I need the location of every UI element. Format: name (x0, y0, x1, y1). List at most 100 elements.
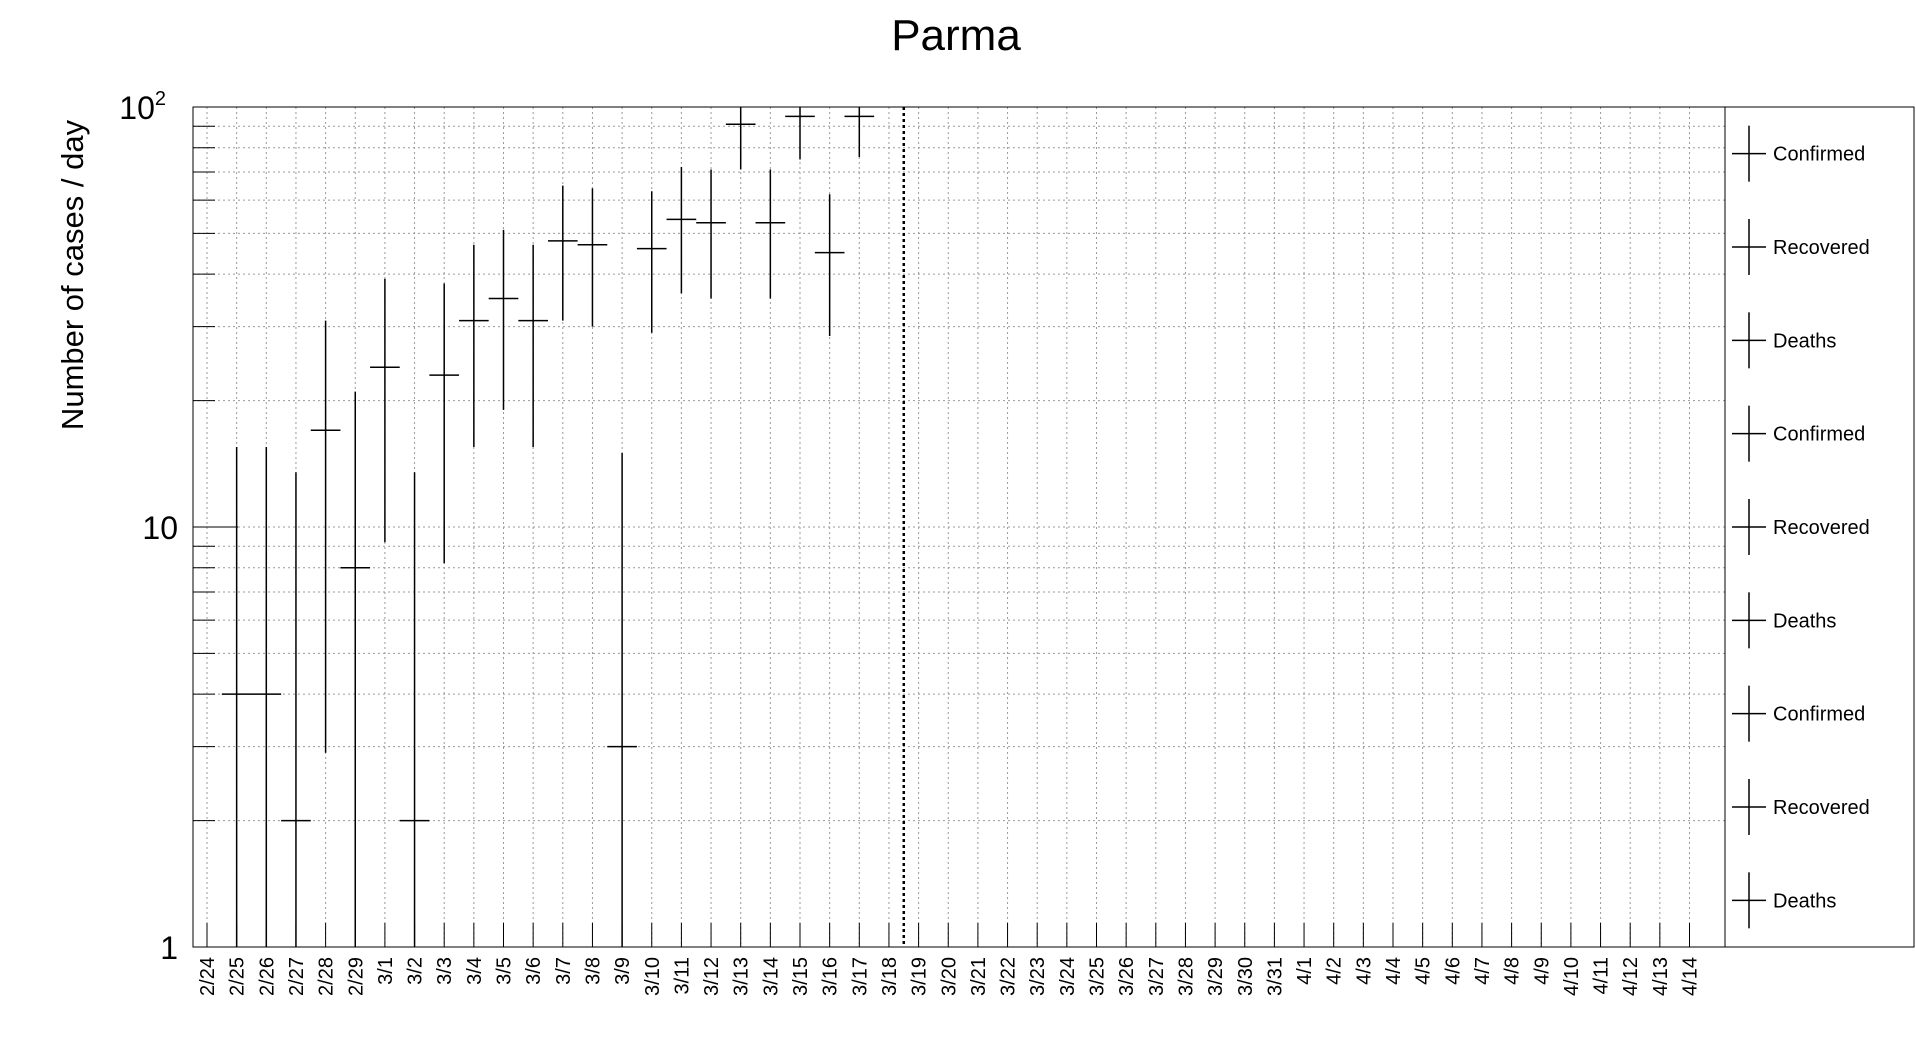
data-point (370, 278, 400, 543)
x-tick-label: 3/29 (1205, 957, 1227, 996)
data-point (399, 472, 430, 947)
x-tick-label: 3/23 (1027, 957, 1049, 996)
y-ticks: 1 10 102 (119, 88, 238, 966)
legend-label: Confirmed (1773, 424, 1865, 446)
x-tick-label: 3/19 (909, 957, 931, 996)
data-point (844, 107, 875, 158)
x-tick-label: 4/11 (1591, 957, 1613, 994)
x-tick-label: 2/26 (256, 957, 278, 996)
data-point (577, 188, 608, 327)
x-tick-label: 4/5 (1413, 957, 1435, 985)
x-tick-label: 4/7 (1472, 957, 1494, 985)
x-tick-label: 4/6 (1442, 957, 1464, 985)
legend-label: Recovered (1773, 797, 1870, 819)
x-tick-label: 3/17 (849, 957, 871, 996)
data-point (459, 244, 489, 448)
legend-entry: Confirmed (1732, 125, 1865, 182)
x-tick-label: 3/30 (1235, 957, 1257, 996)
x-tick-label: 3/12 (701, 957, 723, 996)
x-tick-label: 4/13 (1650, 957, 1672, 996)
x-tick-label: 4/2 (1324, 957, 1346, 985)
data-point (340, 391, 371, 947)
x-tick-label: 3/8 (582, 957, 604, 985)
legend: Confirmed Recovered Deaths Confirmed Recover… (1732, 125, 1870, 929)
legend-label: Deaths (1773, 610, 1836, 632)
legend-label: Recovered (1773, 517, 1870, 539)
chart-title: Parma (891, 11, 1021, 60)
data-point (725, 107, 756, 170)
x-tick-label: 4/1 (1294, 957, 1316, 985)
x-tick-label: 4/14 (1680, 957, 1702, 996)
y-tick-label: 102 (119, 88, 166, 126)
x-tick-label: 3/7 (553, 957, 575, 985)
data-point (488, 229, 519, 410)
x-tick-label: 2/28 (316, 957, 338, 996)
x-tick-label: 2/24 (197, 957, 219, 996)
legend-entry: Deaths (1732, 312, 1836, 369)
data-marks (221, 107, 875, 947)
x-tick-label: 3/18 (879, 957, 901, 996)
legend-entry: Recovered (1732, 219, 1870, 275)
x-tick-label: 3/4 (464, 957, 486, 985)
legend-entry: Deaths (1732, 872, 1836, 929)
data-point (251, 447, 282, 947)
x-tick-label: 2/25 (227, 957, 249, 996)
x-tick-label: 3/2 (405, 957, 427, 985)
data-point (607, 453, 637, 947)
legend-label: Recovered (1773, 237, 1870, 259)
data-point (755, 169, 786, 299)
data-point (785, 107, 815, 160)
data-point (281, 472, 311, 947)
x-tick-label: 4/9 (1531, 957, 1553, 985)
x-tick-label: 4/10 (1561, 957, 1583, 996)
x-ticks: 2/24 2/25 2/26 2/27 2/28 2/29 3/1 3/2 3/3 3/4 3/5 3… (197, 923, 1702, 996)
x-tick-label: 3/20 (938, 957, 960, 996)
x-tick-label: 4/4 (1383, 957, 1405, 985)
y-tick-label: 10 (142, 510, 178, 546)
data-point (666, 166, 697, 294)
data-point (636, 191, 667, 333)
x-tick-label: 2/27 (286, 957, 308, 996)
x-tick-label: 3/16 (820, 957, 842, 996)
x-tick-label: 3/10 (642, 957, 664, 996)
legend-entry: Confirmed (1732, 405, 1865, 462)
legend-entry: Recovered (1732, 779, 1870, 835)
x-tick-label: 3/11 (671, 957, 693, 994)
legend-label: Deaths (1773, 890, 1836, 912)
x-tick-label: 3/25 (1087, 957, 1109, 996)
x-tick-label: 3/28 (1175, 957, 1197, 996)
data-point (429, 283, 460, 564)
x-tick-label: 3/1 (375, 957, 397, 985)
x-tick-label: 3/21 (968, 957, 990, 996)
legend-label: Confirmed (1773, 144, 1865, 166)
x-tick-label: 3/27 (1146, 957, 1168, 996)
y-axis-label: Number of cases / day (55, 119, 90, 430)
x-tick-label: 3/6 (523, 957, 545, 985)
y-tick-label: 1 (160, 930, 178, 966)
legend-entry: Confirmed (1732, 685, 1865, 742)
data-point (547, 185, 578, 321)
x-tick-label: 3/22 (998, 957, 1020, 996)
legend-entry: Recovered (1732, 499, 1870, 555)
x-tick-label: 3/24 (1057, 957, 1079, 996)
legend-label: Confirmed (1773, 704, 1865, 726)
x-tick-label: 3/13 (731, 957, 753, 996)
data-point (221, 447, 252, 947)
data-point (310, 320, 341, 753)
data-point (696, 169, 726, 299)
x-tick-label: 3/31 (1264, 957, 1286, 996)
data-point (814, 194, 845, 336)
x-tick-label: 3/5 (494, 957, 516, 985)
legend-entry: Deaths (1732, 592, 1836, 649)
x-tick-label: 3/14 (760, 957, 782, 996)
legend-label: Deaths (1773, 330, 1836, 352)
x-tick-label: 4/8 (1502, 957, 1524, 985)
x-tick-label: 3/26 (1116, 957, 1138, 996)
x-tick-label: 3/3 (434, 957, 456, 985)
x-tick-label: 3/9 (612, 957, 634, 985)
x-tick-label: 2/29 (345, 957, 367, 996)
data-point (518, 244, 548, 448)
x-tick-label: 4/12 (1620, 957, 1642, 996)
x-tick-label: 3/15 (790, 957, 812, 996)
